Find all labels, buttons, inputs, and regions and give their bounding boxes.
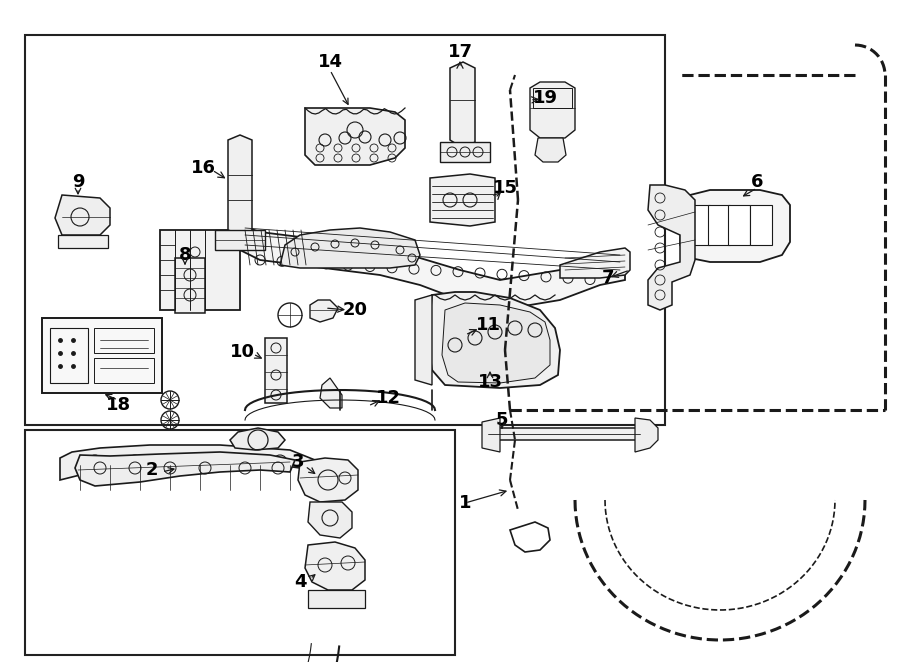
Polygon shape bbox=[440, 142, 490, 162]
Text: 15: 15 bbox=[492, 179, 517, 197]
Polygon shape bbox=[488, 428, 640, 440]
Text: 12: 12 bbox=[375, 389, 401, 407]
Text: 3: 3 bbox=[292, 453, 304, 471]
Polygon shape bbox=[228, 135, 252, 235]
Polygon shape bbox=[280, 228, 420, 268]
Polygon shape bbox=[298, 458, 358, 502]
Text: 8: 8 bbox=[179, 246, 192, 264]
Bar bbox=[50, 328, 88, 383]
Bar bbox=[708, 205, 730, 245]
Polygon shape bbox=[535, 138, 566, 162]
Polygon shape bbox=[530, 82, 575, 138]
Bar bbox=[175, 258, 205, 313]
Text: 2: 2 bbox=[146, 461, 158, 479]
Bar bbox=[265, 338, 287, 403]
Bar bbox=[25, 35, 665, 425]
Bar bbox=[688, 205, 710, 245]
Text: 10: 10 bbox=[230, 343, 255, 361]
Bar bbox=[308, 590, 365, 608]
Text: 14: 14 bbox=[318, 53, 343, 71]
Polygon shape bbox=[635, 418, 658, 452]
Text: 7: 7 bbox=[602, 269, 614, 287]
Polygon shape bbox=[648, 185, 695, 310]
Text: 13: 13 bbox=[478, 373, 502, 391]
Polygon shape bbox=[215, 230, 265, 250]
Bar bbox=[160, 230, 240, 310]
Text: 19: 19 bbox=[533, 89, 557, 107]
Polygon shape bbox=[415, 295, 432, 385]
Polygon shape bbox=[75, 452, 295, 486]
Text: 18: 18 bbox=[105, 396, 130, 414]
Polygon shape bbox=[60, 445, 315, 480]
Polygon shape bbox=[55, 195, 110, 235]
Polygon shape bbox=[442, 303, 550, 383]
Bar bbox=[728, 205, 750, 245]
Text: 4: 4 bbox=[293, 573, 306, 591]
Polygon shape bbox=[428, 292, 560, 388]
Polygon shape bbox=[308, 502, 352, 538]
Polygon shape bbox=[240, 215, 625, 310]
Text: 6: 6 bbox=[751, 173, 763, 191]
Polygon shape bbox=[560, 248, 630, 278]
Text: 9: 9 bbox=[72, 173, 85, 191]
Polygon shape bbox=[430, 174, 495, 226]
Text: 17: 17 bbox=[447, 43, 473, 61]
Text: 16: 16 bbox=[191, 159, 215, 177]
Polygon shape bbox=[305, 108, 405, 165]
Polygon shape bbox=[482, 418, 500, 452]
Polygon shape bbox=[58, 235, 108, 248]
Text: 20: 20 bbox=[343, 301, 367, 319]
Bar bbox=[533, 88, 572, 108]
Bar bbox=[25, 430, 455, 655]
Polygon shape bbox=[680, 190, 790, 262]
Bar bbox=[750, 205, 772, 245]
Polygon shape bbox=[320, 378, 342, 408]
Text: 11: 11 bbox=[475, 316, 500, 334]
Polygon shape bbox=[305, 542, 365, 590]
Polygon shape bbox=[450, 62, 475, 148]
Text: 5: 5 bbox=[496, 411, 508, 429]
Bar bbox=[94, 328, 154, 353]
Polygon shape bbox=[230, 428, 285, 450]
Polygon shape bbox=[310, 300, 338, 322]
Bar bbox=[42, 318, 162, 393]
Bar bbox=[94, 358, 154, 383]
Text: 1: 1 bbox=[459, 494, 472, 512]
